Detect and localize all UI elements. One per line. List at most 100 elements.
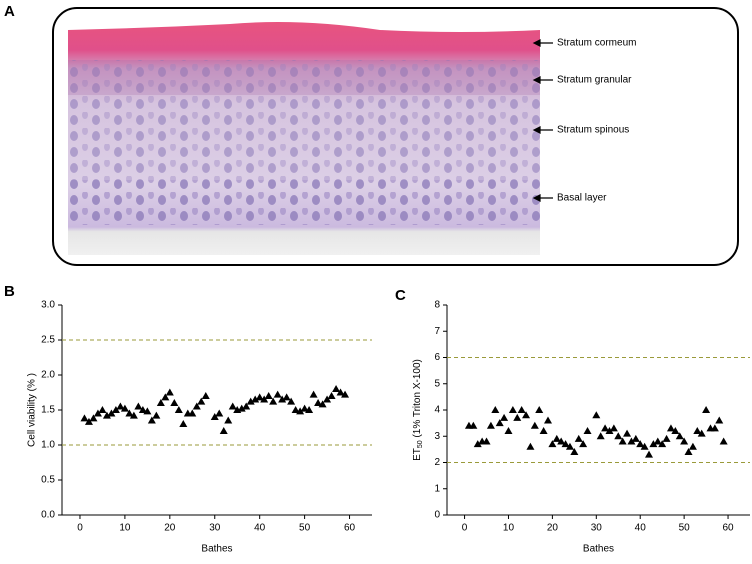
- x-tick-label: 60: [722, 523, 734, 534]
- y-tick-label: 1: [434, 483, 440, 494]
- y-tick-label: 4: [434, 405, 440, 416]
- point: [508, 406, 517, 413]
- point: [552, 434, 561, 442]
- point: [653, 437, 662, 445]
- point: [548, 440, 557, 448]
- point: [693, 427, 702, 434]
- point: [138, 406, 147, 413]
- point: [618, 437, 627, 445]
- point: [89, 414, 98, 422]
- point: [219, 427, 228, 434]
- panel-frame: [52, 7, 739, 266]
- point: [517, 406, 526, 413]
- point: [327, 392, 336, 399]
- point: [605, 427, 614, 434]
- point: [710, 424, 719, 432]
- y-tick-label: 2: [434, 457, 440, 468]
- point: [102, 411, 111, 419]
- x-axis-label: Bathes: [201, 544, 232, 555]
- point: [291, 406, 300, 413]
- y-tick-label: 5: [434, 378, 440, 389]
- point: [658, 440, 667, 448]
- point: [174, 406, 183, 413]
- point: [246, 397, 255, 405]
- point: [697, 429, 706, 437]
- point: [210, 413, 219, 420]
- point: [614, 432, 623, 440]
- point: [671, 427, 680, 434]
- point: [224, 416, 233, 424]
- point: [188, 409, 197, 417]
- point: [300, 404, 309, 412]
- annotation: Stratum cormeum: [557, 38, 636, 49]
- point: [107, 409, 116, 417]
- point: [215, 409, 224, 417]
- point: [544, 416, 552, 424]
- y-tick-label: 0: [434, 510, 440, 521]
- x-tick-label: 0: [77, 523, 83, 534]
- point: [469, 421, 478, 429]
- point: [125, 409, 134, 417]
- point: [278, 395, 287, 403]
- point: [627, 437, 636, 445]
- point: [152, 411, 161, 419]
- x-tick-label: 50: [679, 523, 691, 534]
- y-axis-label-part: ET: [412, 448, 423, 461]
- point: [583, 427, 592, 434]
- point: [530, 421, 539, 429]
- point: [120, 404, 129, 412]
- y-axis-label-part: 50: [417, 440, 424, 448]
- point: [535, 406, 544, 413]
- point: [565, 442, 574, 450]
- point: [649, 440, 658, 448]
- point: [482, 437, 491, 445]
- point: [170, 399, 179, 406]
- point: [645, 450, 653, 458]
- point: [570, 448, 579, 455]
- point: [147, 416, 156, 424]
- point: [318, 400, 327, 408]
- point: [237, 404, 246, 412]
- point: [341, 390, 350, 398]
- y-tick-label: 1.5: [41, 405, 55, 416]
- arrows: [532, 39, 553, 202]
- x-tick-label: 50: [299, 523, 311, 534]
- point: [309, 390, 318, 398]
- point: [192, 402, 201, 410]
- point: [715, 416, 724, 424]
- point: [640, 442, 649, 450]
- point: [684, 448, 693, 455]
- point: [592, 411, 601, 419]
- point: [273, 390, 282, 398]
- point: [296, 407, 305, 415]
- point: [143, 407, 152, 415]
- point: [557, 437, 566, 445]
- panel-label: A: [4, 3, 15, 20]
- point: [251, 395, 260, 403]
- x-tick-label: 40: [254, 523, 266, 534]
- point: [513, 413, 522, 421]
- point: [129, 411, 138, 419]
- x-tick-label: 30: [209, 523, 221, 534]
- y-axis-label: ET50 (1% Triton X-100): [412, 359, 425, 461]
- point: [596, 432, 605, 440]
- histology-image: [68, 22, 540, 255]
- y-tick-label: 3: [434, 431, 440, 442]
- point: [702, 406, 711, 413]
- annotation: Basal layer: [557, 193, 607, 204]
- point: [201, 392, 210, 399]
- y-tick-label: 8: [434, 300, 440, 311]
- point: [574, 434, 583, 442]
- point: [134, 402, 143, 410]
- point: [165, 388, 174, 396]
- point: [80, 414, 89, 422]
- point: [98, 406, 107, 413]
- x-tick-label: 10: [503, 523, 515, 534]
- point: [269, 397, 278, 405]
- point: [680, 437, 689, 445]
- y-tick-label: 6: [434, 352, 440, 363]
- point: [282, 393, 291, 401]
- x-tick-label: 0: [462, 523, 468, 534]
- point: [161, 393, 170, 401]
